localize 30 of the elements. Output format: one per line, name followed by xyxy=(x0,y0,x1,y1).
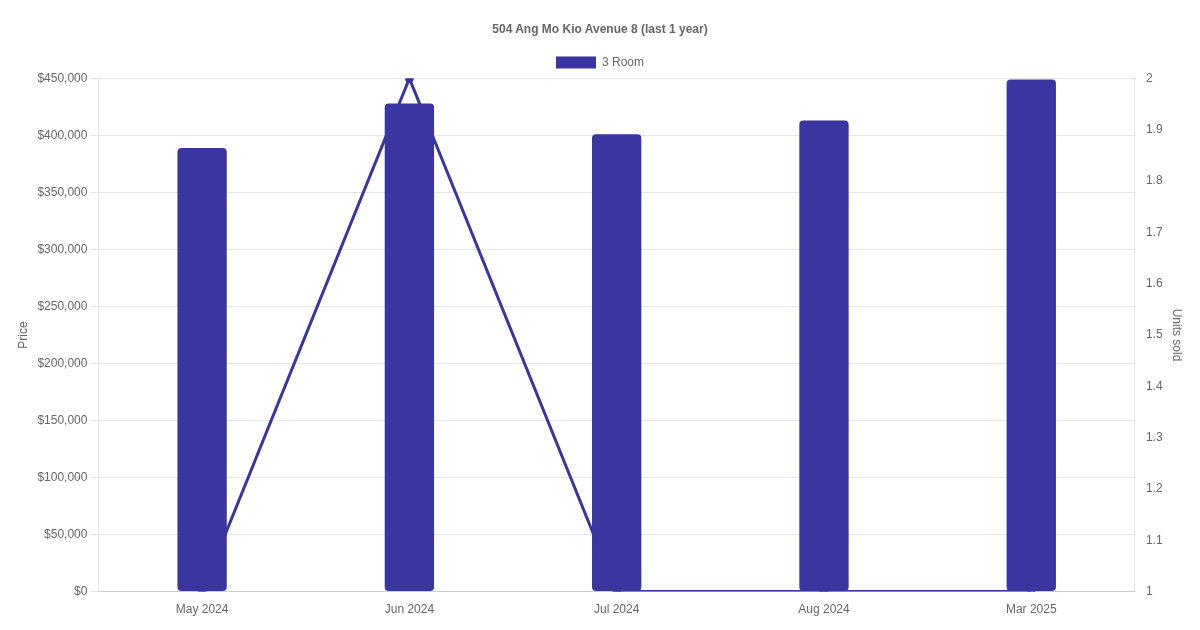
y-axis-title: Price xyxy=(15,321,30,349)
y-tick-label: $350,000 xyxy=(37,184,88,199)
y-tick-label: $50,000 xyxy=(44,526,88,541)
x-tick-label: Aug 2024 xyxy=(798,602,850,617)
y-tick-label: $300,000 xyxy=(37,241,88,256)
y2-tick-label: 1.9 xyxy=(1145,122,1163,137)
y2-tick-label: 2 xyxy=(1145,70,1153,85)
chart-title: 504 Ang Mo Kio Avenue 8 (last 1 year) xyxy=(492,21,708,36)
x-tick-label: Jun 2024 xyxy=(384,602,435,617)
x-tick-label: May 2024 xyxy=(175,602,229,617)
legend-label: 3 Room xyxy=(601,54,645,69)
x-tick-label: Jul 2024 xyxy=(594,602,640,617)
y-tick-label: $150,000 xyxy=(37,412,88,427)
y2-tick-label: 1.2 xyxy=(1145,481,1163,496)
y2-tick-label: 1.7 xyxy=(1145,224,1163,239)
y-tick-label: $200,000 xyxy=(37,355,88,370)
y2-tick-label: 1.3 xyxy=(1145,429,1163,444)
y-tick-label: $250,000 xyxy=(37,298,88,313)
y-tick-label: $0 xyxy=(74,583,88,598)
y2-tick-label: 1.6 xyxy=(1145,275,1163,290)
y-tick-label: $400,000 xyxy=(37,127,88,142)
y2-tick-label: 1.5 xyxy=(1145,327,1163,342)
y2-tick-label: 1.1 xyxy=(1145,532,1163,547)
y-tick-label: $450,000 xyxy=(37,70,88,85)
x-tick-label: Mar 2025 xyxy=(1005,602,1057,617)
y2-tick-label: 1.8 xyxy=(1145,173,1163,188)
y-tick-label: $100,000 xyxy=(37,469,88,484)
y2-tick-label: 1 xyxy=(1145,583,1153,598)
y2-tick-label: 1.4 xyxy=(1145,378,1163,393)
y2-axis-title: Units sold xyxy=(1170,308,1185,362)
